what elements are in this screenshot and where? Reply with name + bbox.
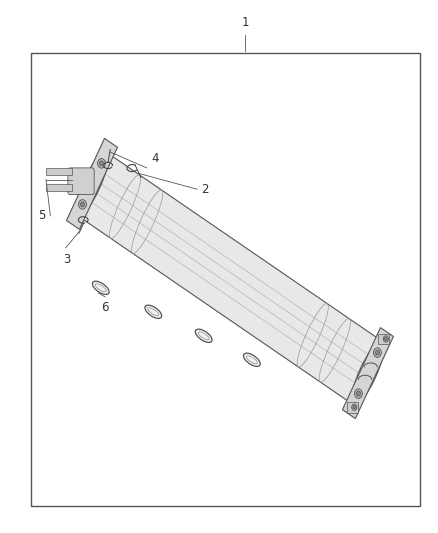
Ellipse shape: [99, 161, 103, 166]
Ellipse shape: [383, 336, 389, 342]
Bar: [347, 402, 358, 413]
Ellipse shape: [244, 353, 260, 366]
Bar: [378, 334, 389, 344]
FancyBboxPatch shape: [68, 168, 94, 195]
Ellipse shape: [76, 152, 108, 216]
Ellipse shape: [195, 329, 212, 342]
Polygon shape: [343, 328, 393, 418]
Ellipse shape: [148, 308, 159, 316]
Text: 1: 1: [241, 17, 249, 29]
Ellipse shape: [198, 332, 209, 340]
Ellipse shape: [145, 305, 162, 318]
Bar: [46, 168, 72, 175]
Text: 2: 2: [201, 183, 209, 196]
Text: 6: 6: [101, 301, 109, 314]
Ellipse shape: [353, 406, 356, 409]
Ellipse shape: [81, 202, 85, 207]
Polygon shape: [78, 152, 382, 405]
Text: 4: 4: [151, 152, 159, 165]
Text: 5: 5: [39, 209, 46, 222]
Ellipse shape: [385, 337, 387, 341]
Ellipse shape: [357, 391, 360, 396]
Ellipse shape: [375, 350, 379, 355]
Bar: [46, 184, 72, 191]
Polygon shape: [67, 139, 117, 229]
Ellipse shape: [352, 404, 357, 410]
Ellipse shape: [95, 284, 106, 292]
Ellipse shape: [354, 389, 362, 399]
Ellipse shape: [352, 341, 384, 405]
Bar: [31, 53, 420, 506]
Ellipse shape: [92, 281, 109, 294]
Ellipse shape: [246, 356, 258, 364]
Ellipse shape: [374, 348, 381, 357]
Ellipse shape: [78, 200, 86, 209]
Text: 3: 3: [64, 253, 71, 266]
Ellipse shape: [98, 158, 106, 168]
